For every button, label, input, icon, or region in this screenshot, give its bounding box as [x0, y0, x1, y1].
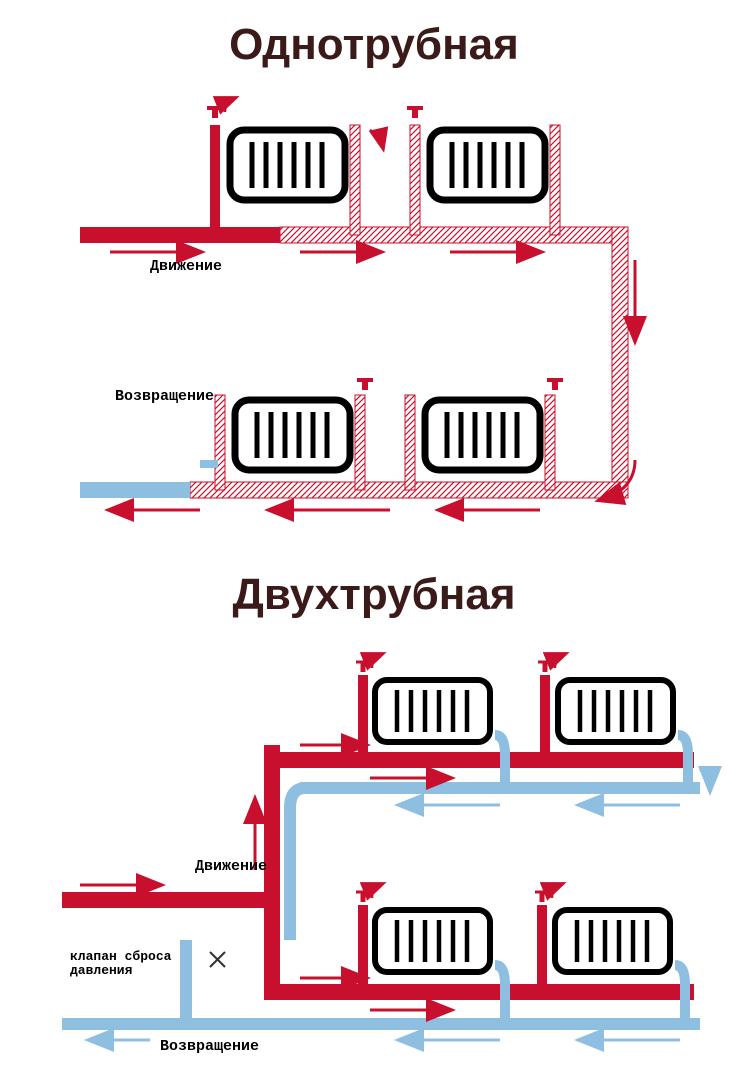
diagram-svg	[0, 0, 748, 1080]
label-return-double: Возвращение	[160, 1038, 259, 1055]
label-return-single: Возвращение	[115, 388, 214, 405]
label-movement-single: Движение	[150, 258, 222, 275]
label-movement-double: Движение	[195, 858, 267, 875]
label-valve: клапан сброса давления	[70, 950, 171, 979]
